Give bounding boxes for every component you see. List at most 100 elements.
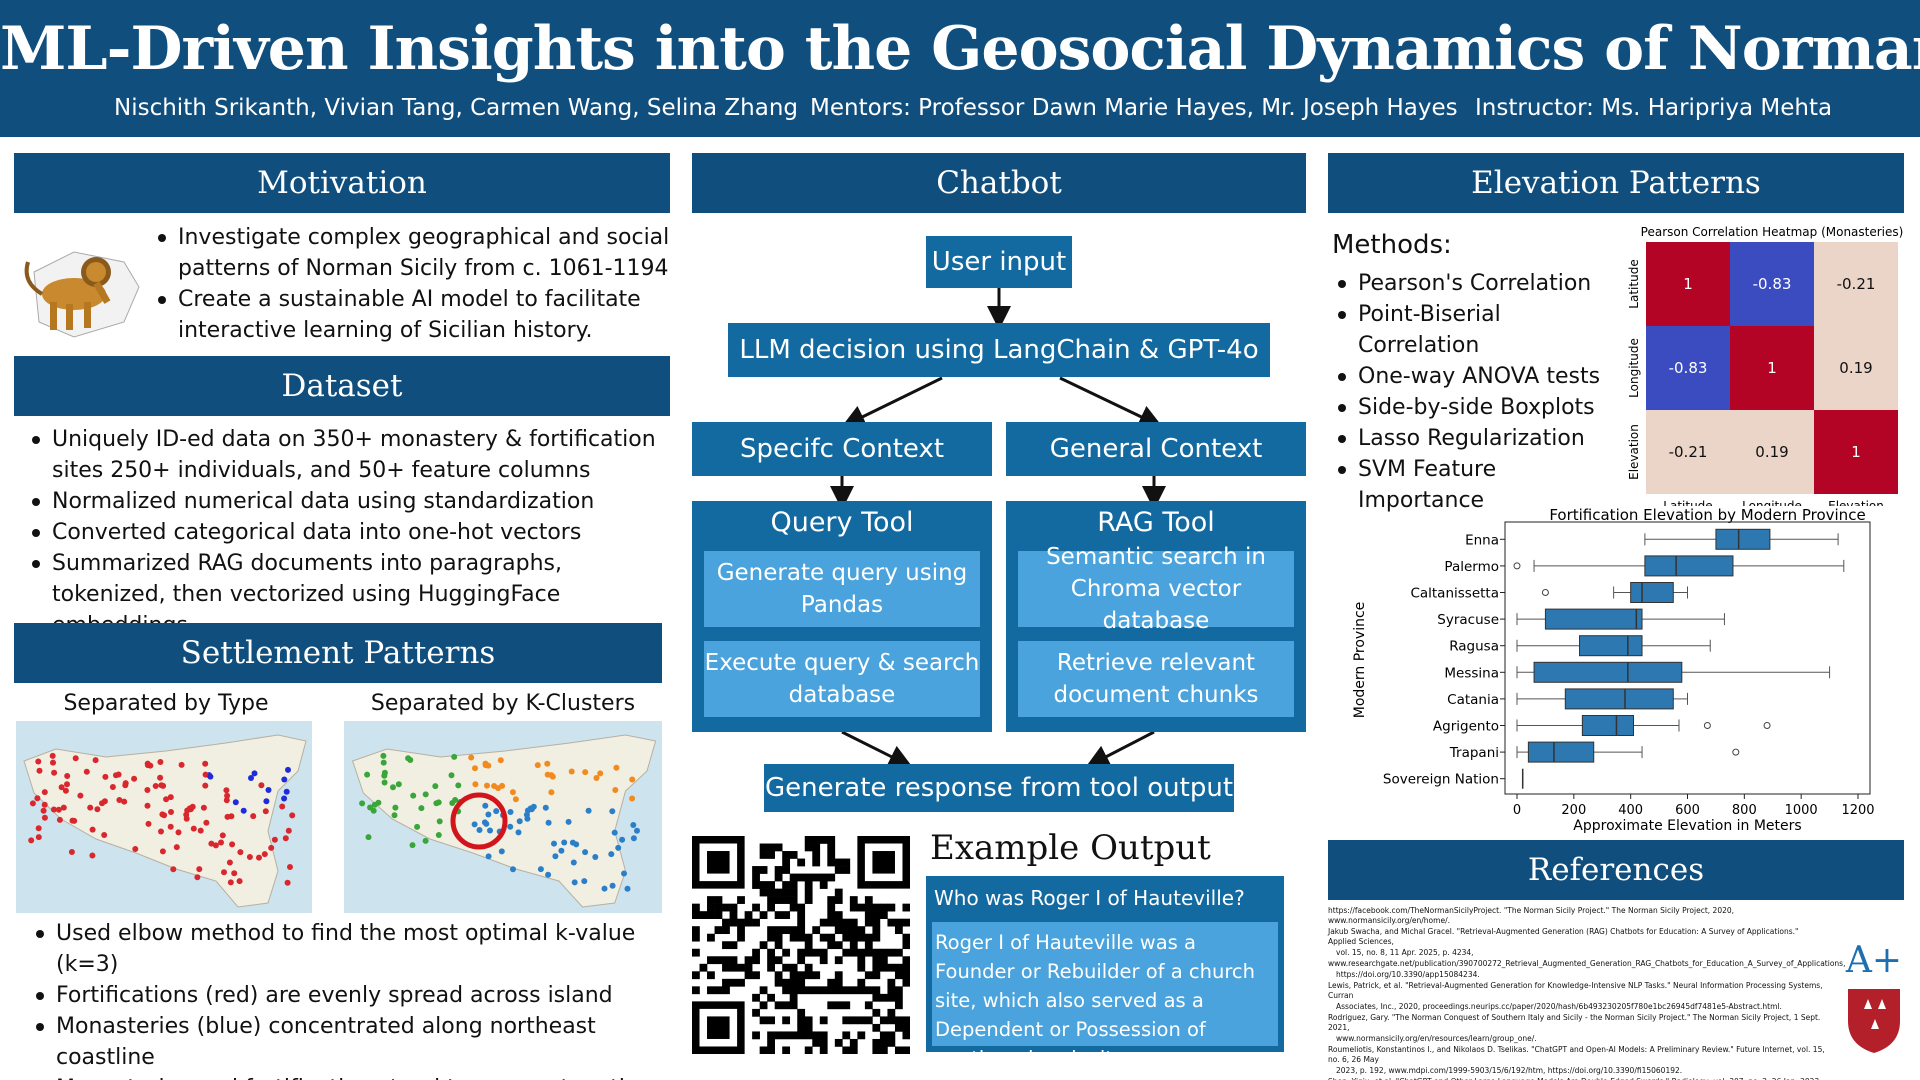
qr-module (872, 911, 881, 919)
qr-module (789, 933, 798, 942)
qr-module (752, 948, 760, 957)
qr-module (834, 986, 843, 995)
qr-module (819, 933, 828, 942)
site-point (481, 819, 488, 826)
site-point (565, 818, 572, 825)
site-point (144, 762, 151, 769)
qr-module (767, 948, 775, 957)
qr-module (894, 918, 903, 927)
qr-module (872, 993, 881, 1002)
y-category-label: Caltanissetta (1410, 586, 1499, 602)
list-item: Uniquely ID-ed data on 350+ monastery & … (24, 424, 670, 486)
qr-module (857, 963, 866, 972)
site-point (561, 839, 568, 846)
qr-module (887, 986, 896, 995)
qr-module (707, 896, 715, 904)
site-point (60, 804, 67, 811)
qr-module (774, 1001, 783, 1010)
x-tick-label: 800 (1732, 803, 1757, 818)
qr-module (759, 881, 768, 889)
qr-module (804, 933, 813, 942)
qr-module (879, 1038, 888, 1047)
site-point (157, 774, 164, 781)
qr-module (729, 903, 738, 912)
reference-line: Shen, Yiqiu, et al. "ChatGPT and Other L… (1328, 1077, 1828, 1080)
qr-module (782, 866, 791, 874)
school-logo: A+ (1844, 940, 1904, 1080)
site-point (569, 839, 576, 846)
site-point (495, 785, 502, 792)
site-point (212, 842, 219, 849)
qr-module (759, 888, 768, 897)
site-point (89, 852, 96, 859)
qr-module (789, 881, 798, 889)
qr-module (797, 926, 806, 935)
qr-module (797, 978, 806, 987)
site-point (58, 784, 65, 791)
site-point (287, 864, 293, 870)
site-point (50, 806, 57, 813)
site-point (232, 799, 239, 806)
qr-module (789, 851, 798, 859)
x-tick-label: 1200 (1841, 803, 1874, 818)
site-point (208, 840, 215, 847)
site-point (159, 848, 166, 855)
site-point (285, 827, 292, 834)
qr-module (812, 1038, 821, 1047)
qr-module (789, 1031, 798, 1040)
qr-module (887, 903, 896, 912)
qr-module (902, 1031, 911, 1040)
qr-module (857, 948, 866, 957)
heatmap-cell (1646, 326, 1730, 410)
site-point (593, 775, 600, 781)
site-point (248, 775, 254, 781)
site-point (223, 797, 230, 804)
site-point (448, 772, 455, 779)
outlier-point (1513, 562, 1521, 570)
qr-module (902, 941, 911, 950)
qr-module (827, 836, 836, 844)
qr-module (887, 1031, 896, 1040)
site-point (35, 825, 42, 832)
site-point (34, 795, 41, 802)
qr-module (767, 1016, 775, 1025)
site-point (612, 787, 619, 793)
qr-module (744, 911, 753, 919)
user-input-box: User input (926, 236, 1072, 288)
qr-module (834, 1038, 843, 1047)
qr-module (812, 971, 821, 980)
qr-module (729, 963, 738, 972)
qr-module (819, 986, 828, 995)
qr-code-icon[interactable] (692, 836, 911, 1055)
qr-module (819, 956, 828, 965)
site-point (624, 885, 631, 892)
elevation-heading: Elevation Patterns (1328, 153, 1904, 213)
inland-gap-circle (450, 792, 508, 850)
heatmap-y-label: Longitude (1627, 338, 1641, 398)
site-point (545, 819, 552, 826)
x-axis-label: Approximate Elevation in Meters (1573, 818, 1801, 834)
site-point (392, 804, 399, 811)
poster-header: ML-Driven Insights into the Geosocial Dy… (0, 0, 1920, 137)
qr-module (902, 1016, 911, 1025)
qr-module (804, 896, 813, 904)
x-tick-label: 0 (1513, 803, 1521, 818)
specific-context-box: Specifc Context (692, 422, 992, 476)
site-point (268, 844, 275, 851)
site-point (482, 802, 489, 809)
correlation-heatmap: Pearson Correlation Heatmap (Monasteries… (1627, 225, 1903, 506)
qr-module (872, 1023, 881, 1032)
qr-module (812, 873, 821, 882)
qr-module (797, 986, 806, 995)
qr-module (752, 993, 760, 1002)
qr-module (774, 978, 783, 987)
outlier-point (1732, 748, 1740, 756)
qr-module (797, 1008, 806, 1017)
site-point (223, 787, 230, 794)
site-point (468, 754, 475, 761)
site-point (83, 768, 90, 775)
site-point (509, 789, 516, 796)
qr-module (789, 903, 798, 912)
qr-module (887, 993, 896, 1002)
site-point (189, 803, 196, 810)
